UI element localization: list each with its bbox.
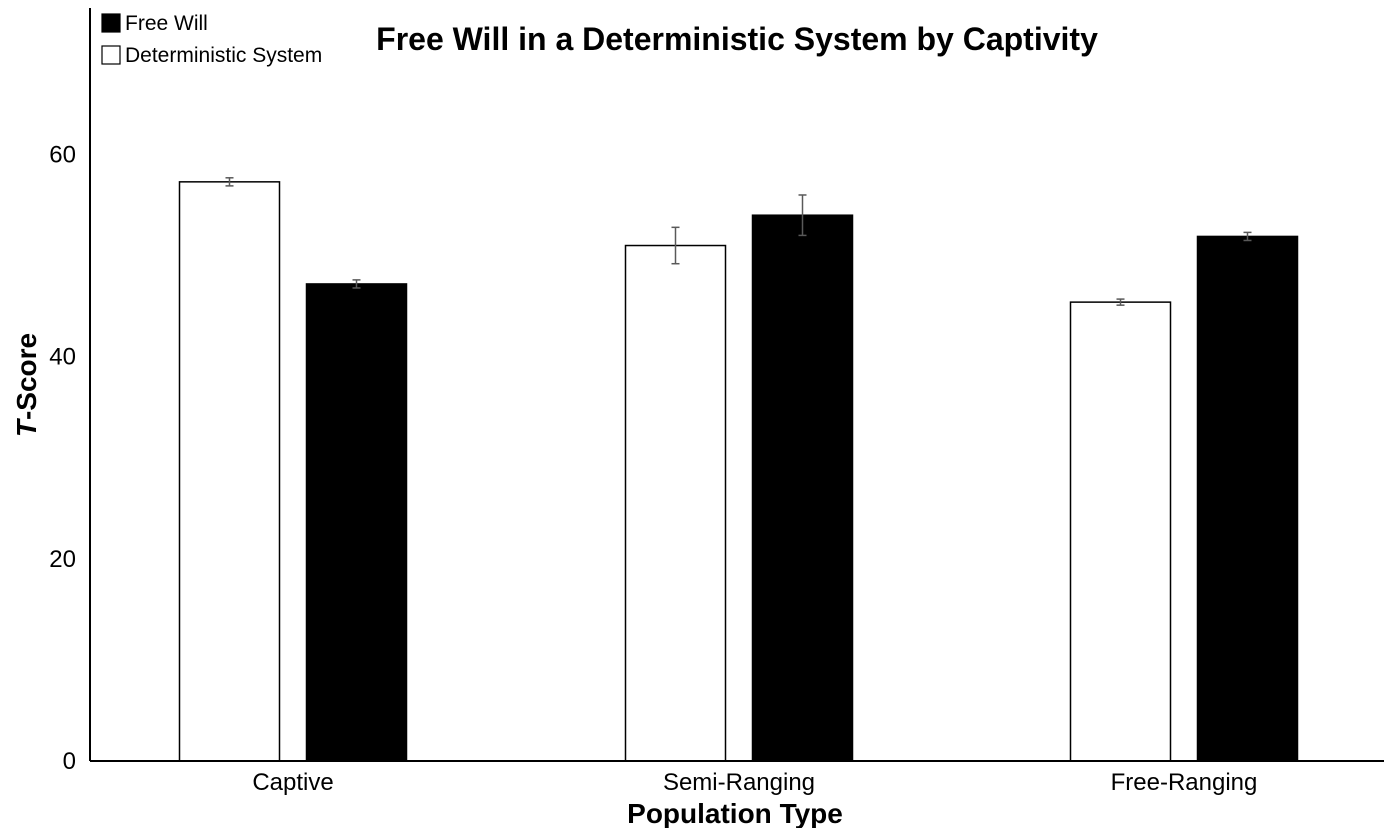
chart-title: Free Will in a Deterministic System by C… — [376, 21, 1098, 57]
error-bar-deterministic-system-captive — [225, 177, 234, 187]
error-bars-layer — [225, 177, 1252, 306]
x-tick-label-free-ranging: Free-Ranging — [1111, 769, 1258, 796]
x-tick-label-captive: Captive — [252, 769, 333, 796]
bar-deterministic-system-semi-ranging — [624, 244, 727, 762]
legend-swatch-deterministic-system — [101, 45, 121, 65]
x-tick-label-semi-ranging: Semi-Ranging — [663, 769, 815, 796]
bar-free-will-free-ranging — [1196, 235, 1299, 762]
x-axis-label: Population Type — [627, 798, 843, 828]
y-axis-label-italic: T — [11, 417, 42, 437]
error-bar-deterministic-system-free-ranging — [1116, 298, 1125, 306]
y-tick-label: 20 — [49, 546, 76, 573]
x-tick-labels: Captive Semi-Ranging Free-Ranging — [252, 769, 1257, 796]
error-bar-free-will-captive — [352, 279, 361, 289]
legend: Free Will Deterministic System — [101, 12, 322, 67]
legend-item-deterministic-system: Deterministic System — [101, 44, 322, 67]
error-bar-deterministic-system-semi-ranging — [671, 226, 680, 265]
error-bar-free-will-semi-ranging — [798, 194, 807, 237]
legend-item-free-will: Free Will — [101, 12, 208, 35]
y-tick-label: 40 — [49, 344, 76, 371]
bar-free-will-captive — [305, 283, 408, 762]
bars-layer — [178, 181, 1299, 762]
legend-swatch-free-will — [101, 13, 121, 33]
bar-deterministic-system-captive — [178, 181, 281, 762]
legend-label-free-will: Free Will — [125, 12, 208, 35]
y-tick-labels: 0 20 40 60 — [49, 142, 76, 775]
axes-layer — [89, 8, 1384, 762]
y-tick-label: 0 — [63, 748, 76, 775]
y-tick-label: 60 — [49, 142, 76, 169]
error-bar-free-will-free-ranging — [1243, 231, 1252, 242]
y-axis-label: T-Score — [11, 333, 42, 437]
legend-label-deterministic-system: Deterministic System — [125, 44, 322, 67]
bar-free-will-semi-ranging — [751, 214, 854, 762]
y-axis-label-rest: -Score — [11, 333, 42, 420]
bar-deterministic-system-free-ranging — [1069, 301, 1172, 762]
